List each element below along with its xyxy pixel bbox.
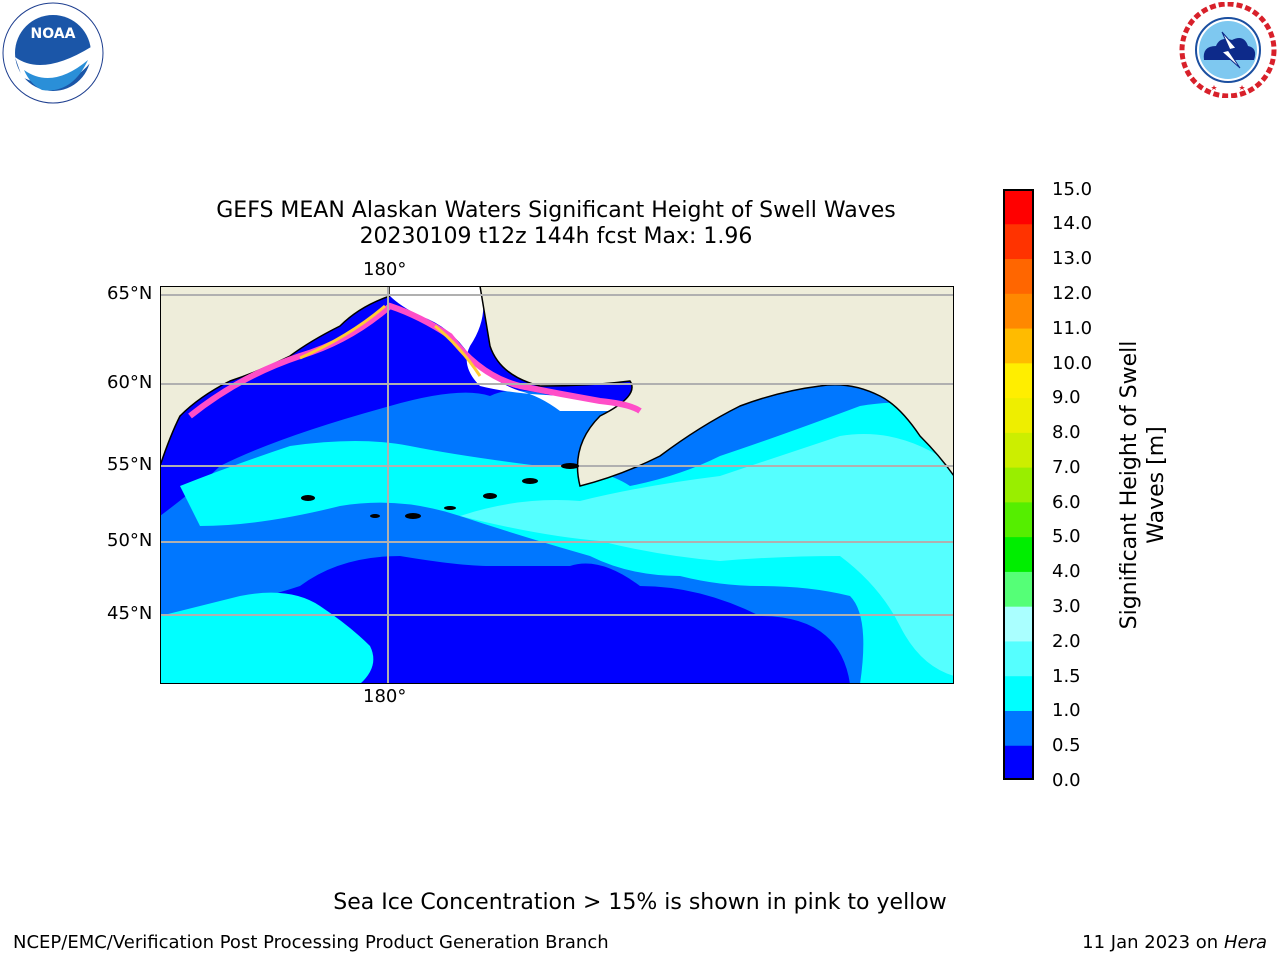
colorbar-segment [1003,328,1034,363]
lon-tick-top: 180° [363,259,406,280]
lat-tick-55: 55°N [107,454,152,475]
colorbar-segment [1003,224,1034,259]
cb-tick-6: 6.0 [1052,492,1081,513]
lon-tick-bottom: 180° [363,686,406,707]
cb-tick-2: 2.0 [1052,631,1081,652]
cb-tick-11: 11.0 [1052,318,1092,339]
colorbar [1003,189,1034,780]
nws-logo [1178,2,1278,98]
cb-tick-3: 3.0 [1052,596,1081,617]
cb-tick-13: 13.0 [1052,248,1092,269]
lat-tick-60: 60°N [107,372,152,393]
noaa-logo-text: NOAA [31,26,76,42]
cb-tick-5: 5.0 [1052,526,1081,547]
colorbar-segment [1003,606,1034,641]
noaa-logo: NOAA [2,2,104,104]
lat-tick-50: 50°N [107,530,152,551]
cb-tick-0: 0.0 [1052,770,1081,791]
map-panel [160,286,954,684]
colorbar-segment [1003,537,1034,572]
colorbar-svg [1003,189,1034,780]
lat-tick-65: 65°N [107,283,152,304]
cb-tick-10: 10.0 [1052,353,1092,374]
footer-date: 11 Jan 2023 on Hera [1082,932,1267,953]
colorbar-segment [1003,571,1034,606]
cb-tick-9: 9.0 [1052,387,1081,408]
cb-tick-1.5: 1.5 [1052,666,1081,687]
colorbar-segment [1003,502,1034,537]
cb-tick-12: 12.0 [1052,283,1092,304]
cb-tick-8: 8.0 [1052,422,1081,443]
colorbar-segment [1003,676,1034,711]
cb-tick-0.5: 0.5 [1052,735,1081,756]
colorbar-segment [1003,467,1034,502]
cb-tick-14: 14.0 [1052,213,1092,234]
cb-tick-1: 1.0 [1052,700,1081,721]
cb-tick-15: 15.0 [1052,179,1092,200]
footer-date-text: 11 Jan 2023 on [1082,932,1224,953]
colorbar-segment [1003,189,1034,224]
title-line-1: GEFS MEAN Alaskan Waters Significant Hei… [140,198,972,224]
colorbar-segment [1003,432,1034,467]
chart-title: GEFS MEAN Alaskan Waters Significant Hei… [140,198,972,250]
lat-tick-45: 45°N [107,603,152,624]
footer-credit: NCEP/EMC/Verification Post Processing Pr… [13,932,609,953]
cb-tick-4: 4.0 [1052,561,1081,582]
colorbar-segment [1003,641,1034,676]
colorbar-segment [1003,745,1034,780]
colorbar-label: Significant Height of Swell Waves [m] [1116,325,1170,645]
sea-ice-note: Sea Ice Concentration > 15% is shown in … [0,890,1280,915]
colorbar-segment [1003,398,1034,433]
colorbar-segment [1003,710,1034,745]
footer-host: Hera [1224,932,1267,953]
title-line-2: 20230109 t12z 144h fcst Max: 1.96 [140,224,972,250]
colorbar-segment [1003,259,1034,294]
colorbar-segment [1003,293,1034,328]
cb-tick-7: 7.0 [1052,457,1081,478]
map-svg [160,286,954,684]
colorbar-segment [1003,363,1034,398]
